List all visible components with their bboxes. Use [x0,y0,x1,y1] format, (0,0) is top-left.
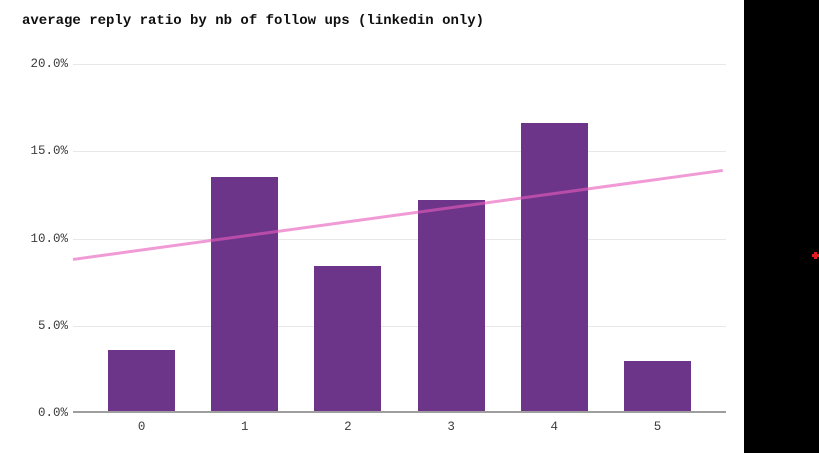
bar-4[interactable] [520,123,588,413]
trendline-svg [73,64,726,413]
y-tick-label: 15.0% [30,144,68,159]
gridline [73,64,726,65]
x-tick-label: 2 [344,420,352,434]
gridline [73,238,726,240]
bar-1[interactable] [211,177,279,413]
right-black-panel [744,0,819,453]
y-tick-label: 5.0% [37,318,68,333]
bar-0[interactable] [108,350,176,413]
bars-row [73,64,726,413]
bar-5[interactable] [623,360,691,413]
bar-slot [193,64,296,413]
gridline [73,151,726,153]
bar-slot [400,64,503,413]
x-tick-label: 1 [241,420,249,434]
x-tick-label: 3 [447,420,455,434]
plot-area [73,64,726,413]
x-axis: 0 1 2 3 4 5 [73,420,726,438]
bar-slot [296,64,399,413]
x-axis-baseline [73,411,726,413]
red-cursor-marker [812,252,819,259]
y-tick-label: 10.0% [30,231,68,246]
x-tick-label: 5 [653,420,662,434]
x-tick-label: 0 [137,420,146,434]
bar-slot [90,64,193,413]
gridline [73,325,726,327]
bar-2[interactable] [314,266,382,413]
trendline[interactable] [73,170,723,259]
bar-3[interactable] [417,200,485,413]
chart-title: average reply ratio by nb of follow ups … [22,13,485,29]
y-axis: 20.0% 15.0% 10.0% 5.0% 0.0% [0,57,68,420]
x-tick-label: 4 [550,420,559,434]
bar-slot [503,64,606,413]
y-tick-label: 0.0% [37,406,68,420]
bar-slot [606,64,709,413]
y-tick-label: 20.0% [30,57,68,71]
